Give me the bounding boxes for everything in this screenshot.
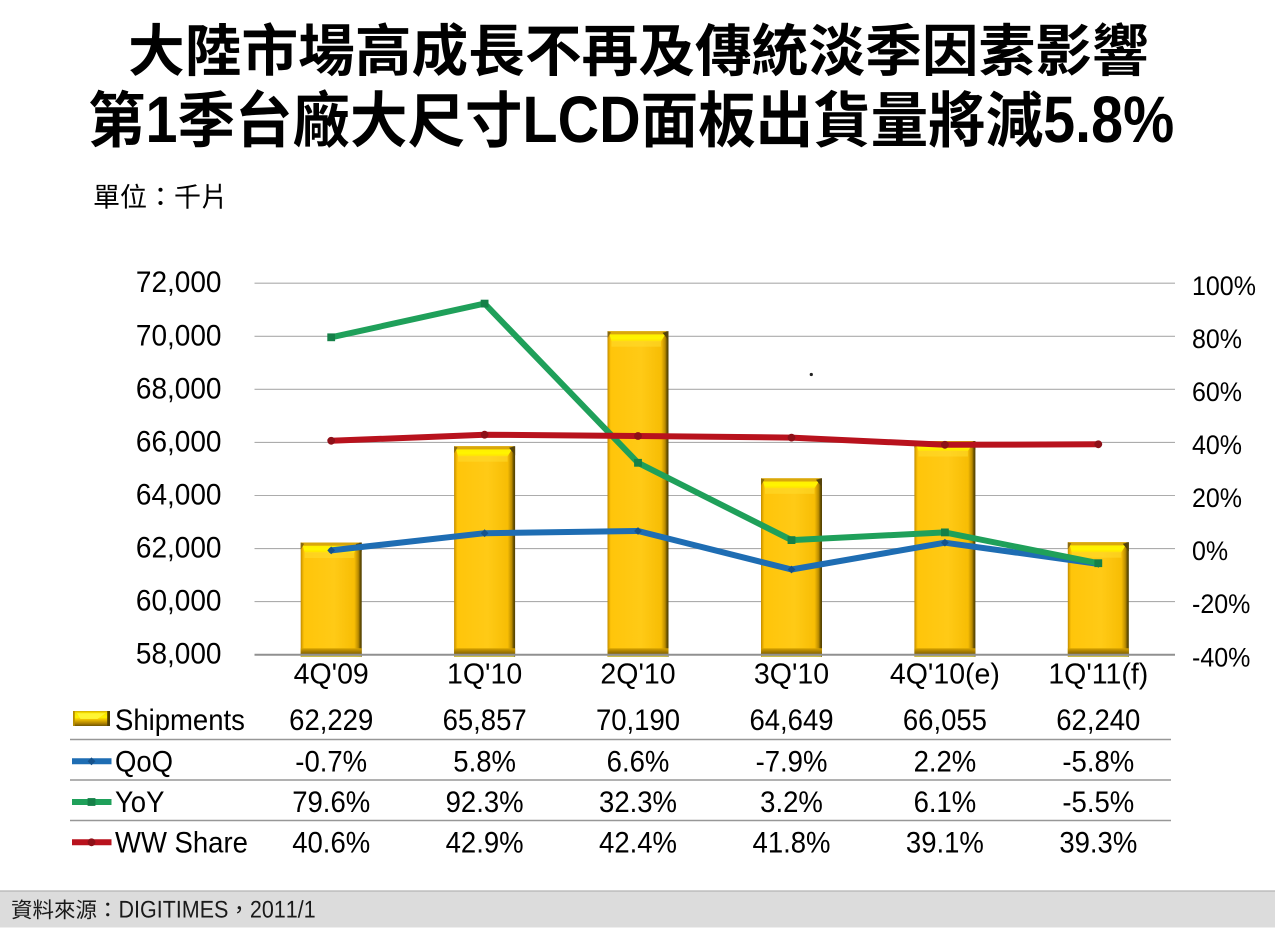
svg-text:60%: 60% bbox=[1192, 378, 1242, 407]
svg-text:58,000: 58,000 bbox=[136, 638, 222, 671]
svg-text:WW Share: WW Share bbox=[115, 826, 248, 859]
svg-text:1Q'10: 1Q'10 bbox=[447, 658, 522, 690]
svg-text:3Q'10: 3Q'10 bbox=[754, 658, 829, 690]
svg-text:2Q'10: 2Q'10 bbox=[600, 658, 675, 690]
svg-text:66,000: 66,000 bbox=[136, 426, 222, 459]
svg-text:42.9%: 42.9% bbox=[446, 826, 524, 859]
svg-text:80%: 80% bbox=[1192, 325, 1242, 354]
svg-text:70,000: 70,000 bbox=[136, 320, 222, 353]
svg-text:70,190: 70,190 bbox=[596, 704, 680, 737]
svg-text:20%: 20% bbox=[1192, 484, 1242, 513]
svg-text:39.3%: 39.3% bbox=[1059, 826, 1137, 859]
svg-text:40.6%: 40.6% bbox=[292, 826, 370, 859]
svg-text:65,857: 65,857 bbox=[443, 704, 527, 737]
svg-text:79.6%: 79.6% bbox=[292, 786, 370, 819]
svg-text:62,229: 62,229 bbox=[289, 704, 373, 737]
svg-text:42.4%: 42.4% bbox=[599, 826, 677, 859]
svg-text:-5.5%: -5.5% bbox=[1062, 786, 1134, 819]
svg-text:QoQ: QoQ bbox=[115, 745, 173, 778]
svg-text:Shipments: Shipments bbox=[115, 704, 245, 737]
svg-text:64,000: 64,000 bbox=[136, 479, 222, 512]
svg-text:40%: 40% bbox=[1192, 431, 1242, 460]
svg-text:62,240: 62,240 bbox=[1056, 704, 1140, 737]
svg-text:4Q'09: 4Q'09 bbox=[294, 658, 369, 690]
svg-text:41.8%: 41.8% bbox=[753, 826, 831, 859]
svg-text:6.6%: 6.6% bbox=[607, 745, 670, 778]
svg-text:4Q'10(e): 4Q'10(e) bbox=[890, 658, 1000, 690]
svg-text:66,055: 66,055 bbox=[903, 704, 987, 737]
svg-text:-40%: -40% bbox=[1192, 644, 1250, 673]
svg-text:0%: 0% bbox=[1192, 538, 1228, 567]
svg-text:3.2%: 3.2% bbox=[760, 786, 823, 819]
svg-text:-0.7%: -0.7% bbox=[295, 745, 367, 778]
svg-text:62,000: 62,000 bbox=[136, 532, 222, 565]
svg-text:68,000: 68,000 bbox=[136, 373, 222, 406]
svg-text:YoY: YoY bbox=[115, 786, 164, 819]
svg-text:-20%: -20% bbox=[1192, 591, 1250, 620]
svg-text:39.1%: 39.1% bbox=[906, 826, 984, 859]
svg-text:60,000: 60,000 bbox=[136, 585, 222, 618]
svg-text:-7.9%: -7.9% bbox=[756, 745, 828, 778]
svg-text:6.1%: 6.1% bbox=[914, 786, 977, 819]
svg-text:32.3%: 32.3% bbox=[599, 786, 677, 819]
svg-text:2.2%: 2.2% bbox=[914, 745, 977, 778]
svg-text:72,000: 72,000 bbox=[136, 267, 222, 300]
svg-text:64,649: 64,649 bbox=[749, 704, 833, 737]
svg-text:100%: 100% bbox=[1192, 272, 1256, 301]
svg-text:-5.8%: -5.8% bbox=[1062, 745, 1134, 778]
svg-text:5.8%: 5.8% bbox=[453, 745, 516, 778]
svg-text:92.3%: 92.3% bbox=[446, 786, 524, 819]
svg-text:1Q'11(f): 1Q'11(f) bbox=[1048, 658, 1148, 690]
